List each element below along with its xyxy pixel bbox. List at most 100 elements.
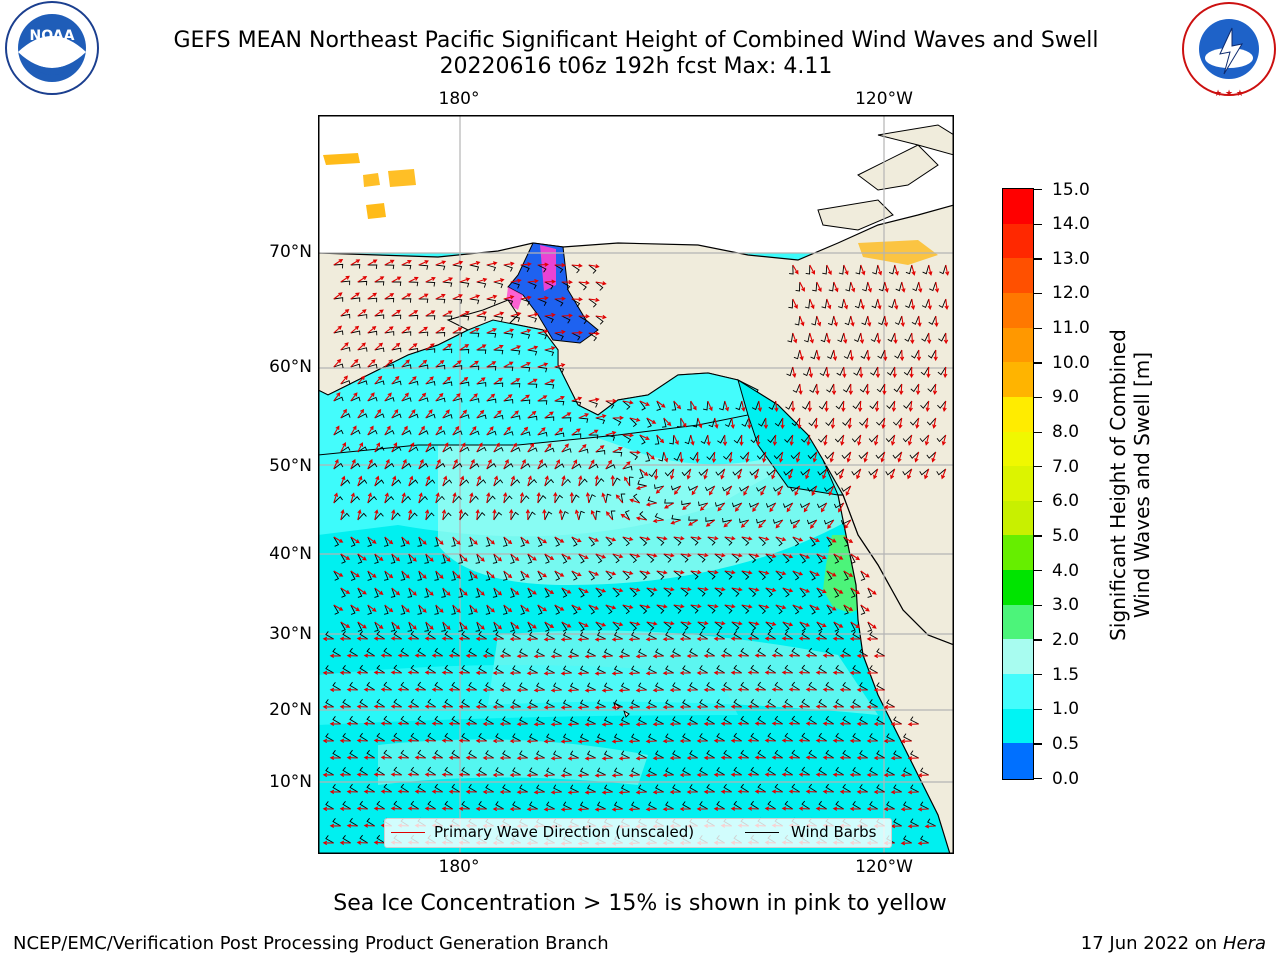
wind-barb (435, 364, 446, 370)
wave-direction-arrow (510, 410, 519, 419)
wind-barb (366, 817, 375, 827)
wave-direction-arrow (503, 458, 509, 470)
wind-barb (613, 699, 623, 708)
wave-direction-arrow (873, 755, 885, 761)
wind-barb (486, 398, 497, 404)
wave-direction-arrow (595, 314, 607, 320)
wind-barb (503, 398, 514, 404)
wave-direction-arrow (731, 621, 743, 626)
wind-barb (867, 621, 873, 632)
wave-direction-arrow (374, 442, 381, 453)
wind-barb (340, 587, 346, 598)
wind-barb (784, 664, 794, 674)
wind-barb (671, 400, 677, 411)
wind-barb (520, 495, 530, 504)
wind-barb (401, 397, 412, 402)
wind-barb (503, 463, 514, 470)
wave-direction-arrow (697, 586, 709, 592)
wave-direction-arrow (363, 755, 375, 760)
wind-barb (485, 784, 494, 793)
wind-barb (605, 570, 613, 581)
wind-barb (536, 648, 545, 657)
wind-barb (673, 570, 682, 580)
wind-barb (579, 631, 589, 640)
wave-direction-arrow (510, 442, 517, 453)
wind-barb (367, 570, 373, 581)
wind-barb (537, 431, 548, 437)
wave-direction-arrow (340, 442, 346, 453)
wind-barb (826, 604, 833, 615)
wind-barb (390, 553, 396, 564)
wind-barb (537, 570, 543, 581)
wave-direction-arrow (384, 326, 394, 334)
wave-direction-arrow (697, 620, 709, 626)
wave-direction-arrow (703, 755, 715, 760)
wind-barb (424, 587, 429, 598)
wind-barb (468, 716, 477, 725)
wave-direction-arrow (425, 376, 434, 385)
wind-barb (376, 630, 386, 640)
wave-direction-arrow (469, 260, 481, 266)
wave-direction-arrow (339, 840, 351, 845)
wind-barb (620, 648, 630, 657)
wave-direction-arrow (723, 519, 733, 528)
wave-direction-arrow (459, 442, 466, 453)
wind-barb (782, 502, 793, 508)
wave-direction-arrow (525, 508, 530, 521)
wave-direction-arrow (339, 704, 351, 709)
wind-barb (803, 332, 811, 343)
wave-direction-arrow (730, 806, 742, 811)
colorbar-tick-label: 11.0 (1052, 318, 1090, 339)
wind-barb (485, 750, 494, 759)
wind-barb (554, 264, 564, 273)
wave-direction-arrow (401, 326, 411, 334)
wind-barb (554, 570, 561, 581)
wind-barb (390, 621, 396, 632)
wind-barb (578, 281, 587, 291)
colorbar-tick-mark (1034, 535, 1042, 537)
wind-barb (629, 587, 637, 598)
wind-barb (757, 749, 767, 759)
wave-direction-arrow (561, 280, 573, 285)
wind-barb (870, 332, 879, 343)
wave-direction-arrow (867, 587, 877, 595)
wave-direction-arrow (910, 332, 915, 345)
wind-barb (825, 681, 835, 691)
wave-direction-arrow (782, 587, 794, 593)
wave-direction-arrow (815, 636, 827, 641)
wave-direction-arrow (537, 362, 549, 368)
wind-barb (325, 767, 334, 776)
wave-direction-arrow (917, 807, 929, 812)
wave-direction-arrow (771, 789, 783, 794)
wind-barb (469, 332, 480, 338)
wave-direction-arrow (765, 553, 777, 559)
wave-direction-arrow (418, 570, 427, 579)
wind-barb (876, 682, 885, 691)
wind-barb (767, 630, 777, 640)
wind-barb (671, 514, 681, 521)
wave-direction-arrow (465, 653, 477, 658)
wind-barb (349, 681, 358, 691)
wave-direction-arrow (374, 408, 382, 419)
wind-barb (739, 451, 750, 460)
wave-direction-arrow (448, 789, 460, 794)
wave-direction-arrow (397, 755, 409, 760)
wave-direction-arrow (519, 491, 525, 504)
wind-barb (869, 699, 878, 708)
wind-barb (493, 511, 503, 521)
wave-direction-arrow (898, 417, 903, 429)
wind-barb (872, 264, 879, 275)
wind-barb (442, 512, 452, 521)
wave-direction-arrow (622, 536, 634, 542)
wave-direction-arrow (873, 468, 879, 480)
colorbar-tick-mark (1034, 362, 1042, 364)
wind-barb (765, 621, 773, 632)
wave-direction-arrow (788, 789, 800, 794)
wave-direction-arrow (543, 739, 555, 744)
wave-direction-arrow (367, 604, 377, 612)
wave-direction-arrow (918, 281, 923, 293)
wave-direction-arrow (816, 553, 827, 560)
wave-direction-arrow (720, 721, 732, 726)
wave-direction-arrow (611, 671, 623, 676)
wave-direction-arrow (629, 587, 641, 592)
